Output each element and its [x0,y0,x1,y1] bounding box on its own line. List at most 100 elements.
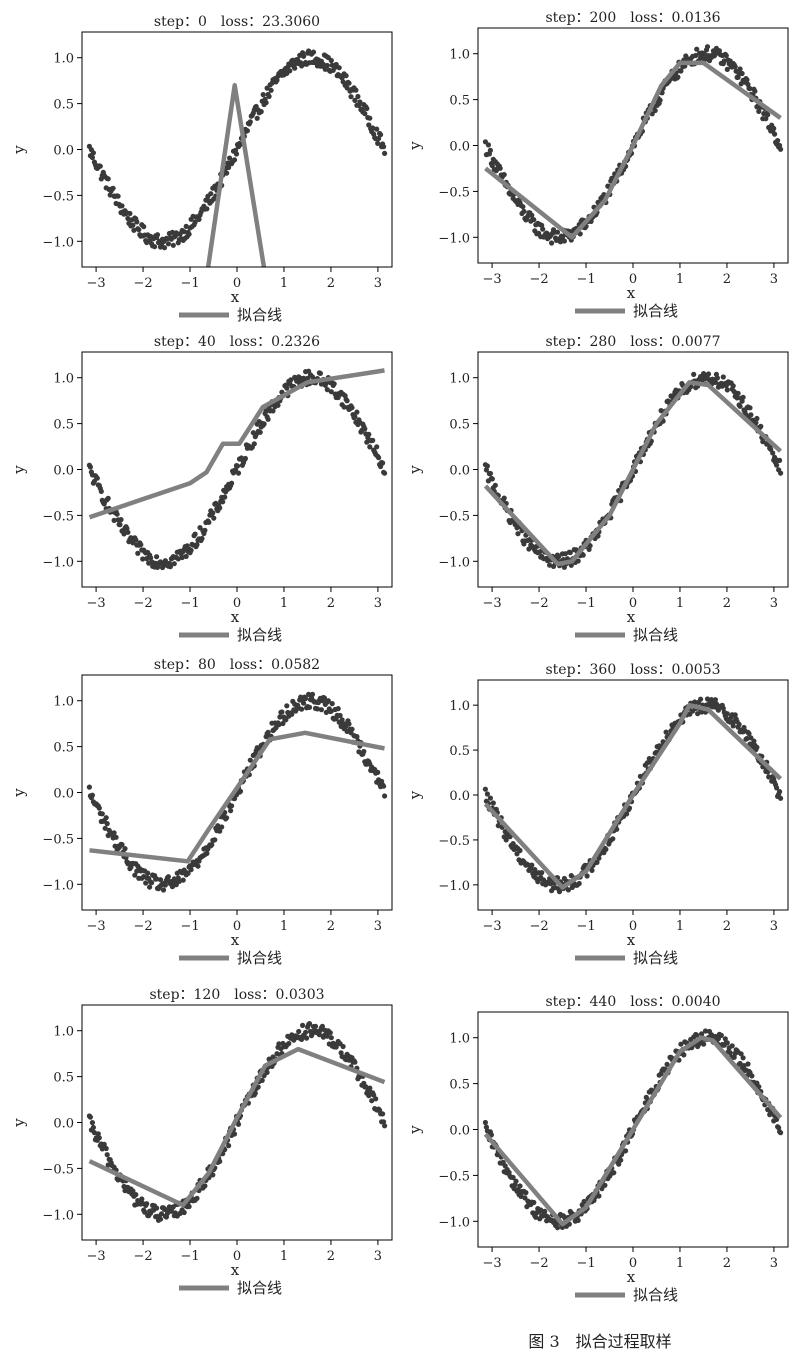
x-tick-label: 2 [723,596,731,611]
data-point [335,706,341,712]
chart-panel-5: step：80 loss：0.0582 −3 −2 −1 0 1 2 3 −1.0 −0.5 0.0… [10,657,393,967]
data-point [96,1135,102,1141]
x-tick-label: −3 [87,276,106,291]
x-tick-label: 0 [629,919,637,934]
chart-title: step：280 loss：0.0077 [545,334,720,350]
data-point [310,49,317,55]
data-point [770,450,776,456]
fit-line [89,730,385,864]
data-point [694,1032,700,1038]
data-point [206,519,212,525]
y-tick-label: 0.0 [449,1124,470,1139]
y-tick-label: −0.5 [438,834,470,849]
data-point [259,1077,265,1083]
y-tick-label: −1.0 [438,231,470,246]
data-point [375,769,381,776]
chart-panel-4: step：280 loss：0.0077 −3 −2 −1 0 1 2 3 −1.0 −0.5 0.… [406,334,789,644]
x-tick-label: 1 [280,919,288,934]
data-point [314,706,320,712]
data-point [746,731,752,737]
data-point [724,711,730,717]
data-point [161,1206,168,1212]
data-point [134,219,140,225]
data-point [616,1161,622,1167]
data-point [222,494,228,500]
data-point [157,1216,164,1222]
data-point [141,224,147,230]
data-point [103,1145,109,1152]
data-point [99,811,105,817]
data-point [361,748,367,755]
x-tick-label: −1 [576,1256,595,1271]
data-point [103,815,109,821]
data-point [264,1069,270,1075]
data-point [362,111,368,117]
legend: 拟合线 [179,949,282,967]
data-point [142,1209,148,1215]
x-axis-label: x [627,931,636,949]
data-point [714,375,721,381]
data-point [681,1052,687,1058]
y-tick-label: 0.0 [53,787,74,802]
x-tick-label: 3 [770,272,778,287]
data-point [487,147,493,153]
legend-label: 拟合线 [633,626,678,644]
legend: 拟合线 [179,306,282,324]
data-point [533,1214,539,1220]
data-point [584,873,590,879]
data-point [173,882,179,888]
data-point [154,876,160,882]
data-point [614,826,620,832]
data-point [107,192,113,198]
data-point [226,164,232,171]
x-axis-label: x [231,288,240,306]
data-point [231,157,238,163]
data-point [319,1023,325,1029]
y-tick-label: 0.5 [449,744,470,759]
y-tick-label: −0.5 [42,832,74,847]
data-point [724,66,730,72]
data-point [105,495,111,501]
y-tick-label: 0.5 [53,741,74,756]
data-point [553,1221,560,1227]
data-point [217,828,223,834]
fit-line [483,380,783,567]
data-point [595,533,601,539]
data-point [164,1210,170,1216]
data-point [140,556,146,562]
data-point [119,842,125,848]
x-tick-label: −1 [576,919,595,934]
fit-line [484,60,782,240]
data-point [515,531,521,537]
fit-line [205,82,267,267]
data-point [517,847,523,854]
data-point [380,460,386,466]
data-point [740,394,746,400]
y-tick-label: 1.0 [53,372,74,387]
data-point [698,696,704,702]
data-point [95,1131,101,1137]
data-point [380,1111,386,1117]
data-point [258,109,264,115]
data-point [154,554,160,560]
data-point [303,1029,309,1035]
data-point [495,823,501,829]
data-point [580,552,586,558]
data-point [252,1090,258,1096]
data-point [699,1031,705,1037]
data-point [276,722,282,728]
data-point [158,1211,165,1217]
data-point [133,537,139,543]
data-point [89,792,95,798]
y-tick-label: 1.0 [53,1025,74,1040]
data-point [130,222,136,228]
data-point [344,398,350,404]
data-point [96,805,102,811]
data-point [324,387,330,393]
chart-panel-7: step：120 loss：0.0303 −3 −2 −1 0 1 2 3 −1.0 −0.5 0.… [10,987,393,1297]
data-point [229,480,235,486]
data-point [199,535,205,542]
data-point [144,556,150,562]
data-point [376,455,382,461]
data-point [575,1217,581,1223]
